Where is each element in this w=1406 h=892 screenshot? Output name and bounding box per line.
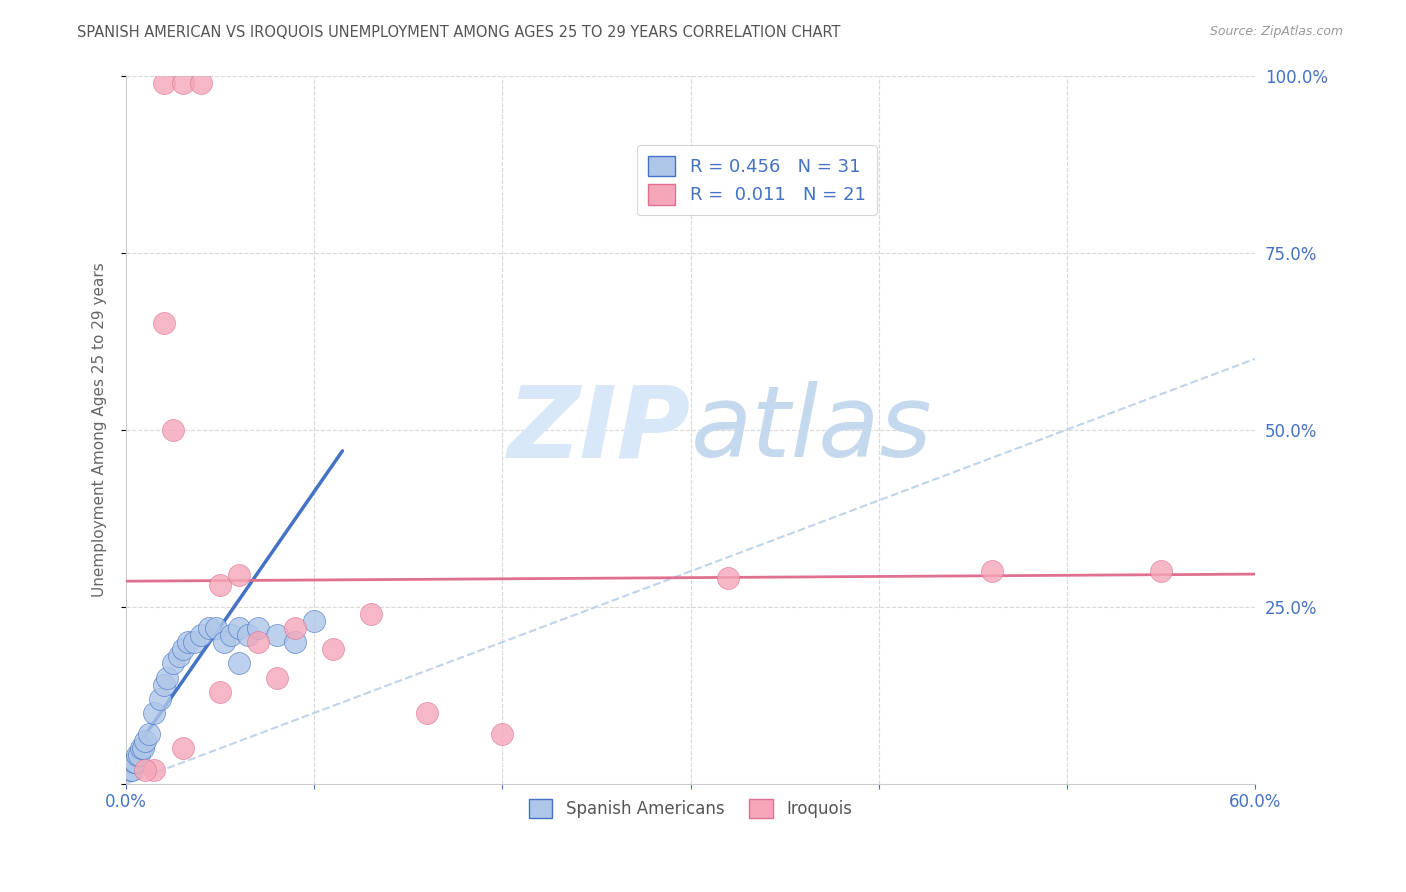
- Point: [152, 677, 174, 691]
- Point: [228, 621, 250, 635]
- Point: [284, 635, 307, 649]
- Point: [980, 564, 1002, 578]
- Point: [132, 741, 155, 756]
- Point: [246, 621, 269, 635]
- Point: [190, 76, 212, 90]
- Point: [124, 756, 146, 770]
- Point: [121, 763, 143, 777]
- Point: [162, 657, 184, 671]
- Point: [127, 748, 149, 763]
- Point: [162, 423, 184, 437]
- Point: [134, 763, 156, 777]
- Point: [128, 748, 150, 763]
- Legend: Spanish Americans, Iroquois: Spanish Americans, Iroquois: [523, 792, 859, 825]
- Point: [122, 756, 145, 770]
- Point: [177, 635, 200, 649]
- Text: SPANISH AMERICAN VS IROQUOIS UNEMPLOYMENT AMONG AGES 25 TO 29 YEARS CORRELATION : SPANISH AMERICAN VS IROQUOIS UNEMPLOYMEN…: [77, 25, 841, 40]
- Point: [198, 621, 221, 635]
- Point: [322, 642, 344, 657]
- Text: Source: ZipAtlas.com: Source: ZipAtlas.com: [1209, 25, 1343, 38]
- Point: [143, 706, 166, 720]
- Point: [228, 657, 250, 671]
- Point: [209, 684, 232, 698]
- Point: [129, 741, 152, 756]
- Point: [138, 727, 160, 741]
- Point: [246, 635, 269, 649]
- Point: [183, 635, 205, 649]
- Point: [266, 671, 288, 685]
- Point: [190, 628, 212, 642]
- Point: [152, 317, 174, 331]
- Point: [143, 763, 166, 777]
- Point: [209, 578, 232, 592]
- Point: [221, 628, 243, 642]
- Point: [172, 76, 194, 90]
- Point: [212, 635, 235, 649]
- Point: [416, 706, 439, 720]
- Point: [360, 607, 382, 621]
- Point: [134, 734, 156, 748]
- Point: [172, 642, 194, 657]
- Text: atlas: atlas: [690, 381, 932, 478]
- Point: [205, 621, 228, 635]
- Point: [284, 621, 307, 635]
- Point: [717, 571, 740, 585]
- Point: [156, 671, 179, 685]
- Point: [266, 628, 288, 642]
- Y-axis label: Unemployment Among Ages 25 to 29 years: Unemployment Among Ages 25 to 29 years: [93, 262, 107, 597]
- Point: [152, 76, 174, 90]
- Point: [118, 763, 141, 777]
- Point: [172, 741, 194, 756]
- Text: ZIP: ZIP: [508, 381, 690, 478]
- Point: [149, 691, 172, 706]
- Point: [491, 727, 513, 741]
- Point: [238, 628, 260, 642]
- Point: [228, 567, 250, 582]
- Point: [302, 614, 325, 628]
- Point: [1150, 564, 1173, 578]
- Point: [167, 649, 190, 664]
